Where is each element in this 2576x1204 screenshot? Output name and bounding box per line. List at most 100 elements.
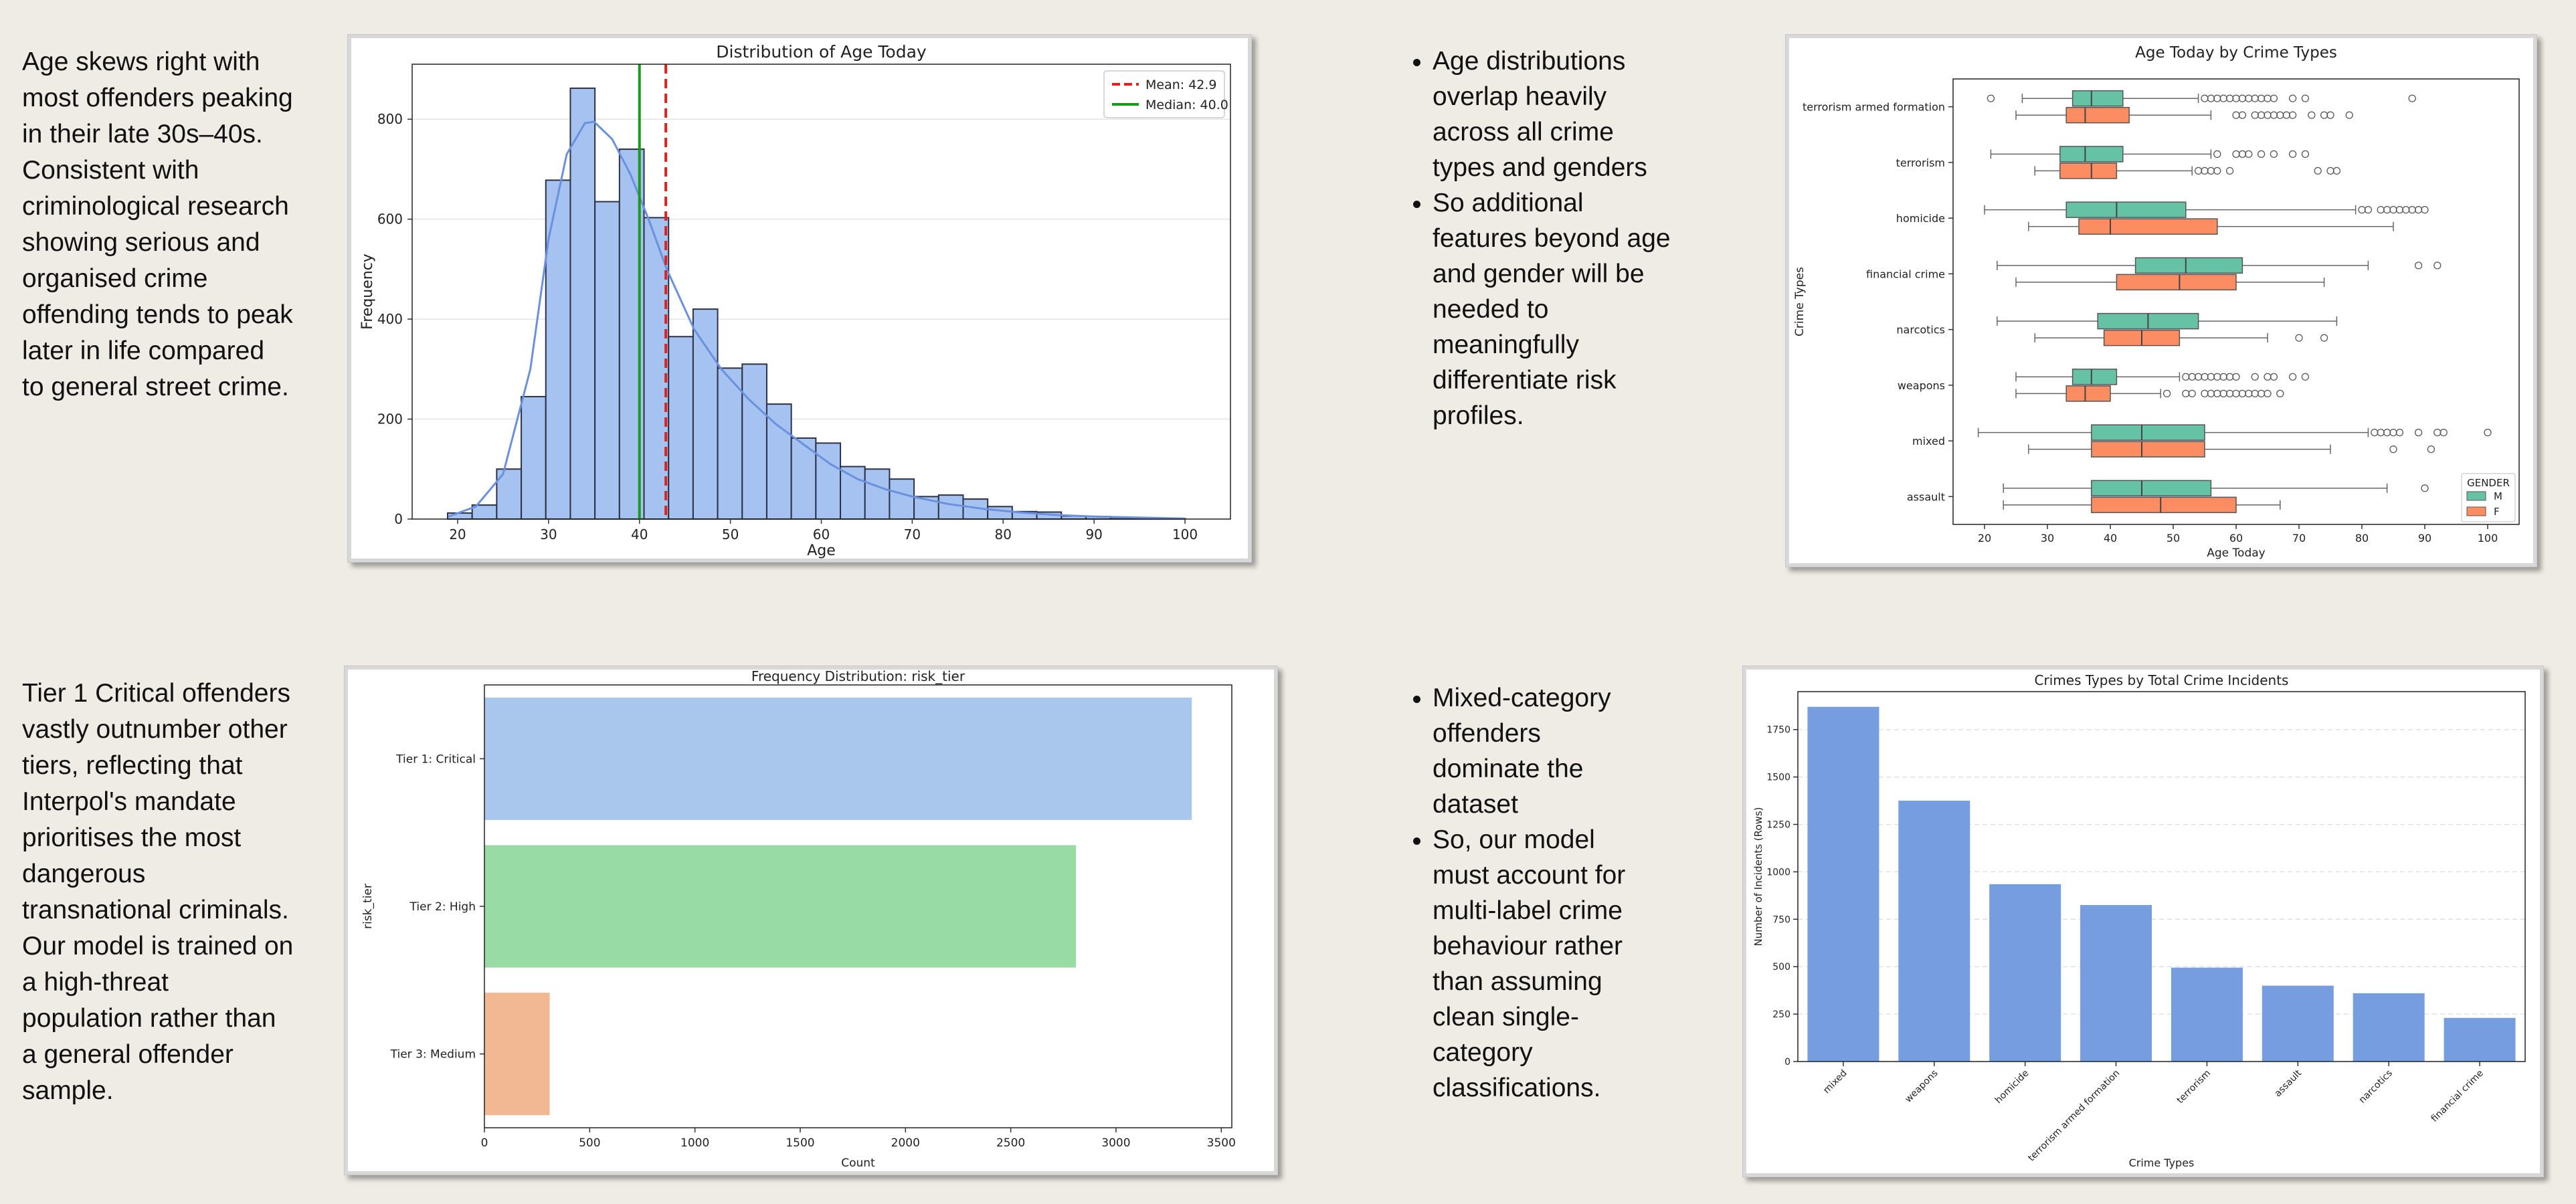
histogram-bar (889, 478, 915, 520)
outlier-point (2225, 389, 2234, 398)
histogram-bar (765, 403, 792, 520)
y-tick-label: terrorism (1896, 157, 1945, 169)
outlier-point (2270, 94, 2278, 102)
y-tick-label: assault (1907, 490, 1945, 503)
box (2091, 441, 2205, 458)
text-line: Consistent with (22, 156, 199, 185)
outlier-point (2213, 167, 2221, 175)
crime-type-insights-bullets: Mixed-category offenders dominate the datas… (1388, 680, 1625, 1106)
y-tick-label: 0 (1784, 1057, 1790, 1068)
outlier-point (2433, 428, 2442, 437)
outlier-point (2194, 167, 2203, 175)
legend-f-label: F (2494, 506, 2500, 518)
x-tick-label: 90 (2418, 532, 2431, 544)
x-tick-label: 0 (481, 1136, 488, 1150)
text-line: Age skews right with (22, 47, 260, 76)
x-tick-label: 2000 (891, 1136, 920, 1150)
outlier-point (2225, 94, 2234, 102)
age-insights-bullets: Age distributions overlap heavily across a… (1388, 43, 1671, 433)
histogram-bar (668, 336, 694, 520)
box (2072, 369, 2118, 385)
box (2134, 257, 2243, 274)
text-line: organised crime (22, 264, 208, 293)
x-tick-label: terrorism (2175, 1068, 2213, 1106)
outlier-point (2245, 389, 2253, 398)
x-tick-label: assault (2272, 1068, 2304, 1099)
x-tick-label: 40 (2104, 532, 2117, 544)
text-line: offending tends to peak (22, 300, 293, 329)
x-tick-label: 1500 (786, 1136, 814, 1150)
outlier-point (2225, 167, 2234, 175)
histogram-bar (840, 466, 866, 520)
outlier-point (2264, 389, 2272, 398)
outlier-point (2232, 373, 2240, 381)
bullet-line: and gender will be (1433, 260, 1645, 288)
bullet-line: differentiate risk (1433, 366, 1617, 395)
outlier-point (2414, 262, 2423, 270)
box (2065, 201, 2187, 218)
x-tick-label: 20 (1978, 532, 1991, 544)
outlier-point (2251, 94, 2259, 102)
outlier-point (2257, 94, 2266, 102)
outlier-point (1987, 94, 1995, 102)
legend-title: GENDER (2467, 477, 2510, 489)
bullet-line: overlap heavily (1433, 82, 1607, 111)
outlier-point (2270, 150, 2278, 159)
y-axis-label: Crime Types (1793, 267, 1807, 336)
outlier-point (2238, 389, 2247, 398)
bullet-line: dataset (1433, 790, 1518, 819)
age-distribution-note: Age skews right with most offenders peaki… (22, 44, 293, 405)
legend-median-label: Median: 40.0 (1145, 98, 1228, 112)
outlier-point (2383, 205, 2391, 214)
y-tick-label: mixed (1912, 435, 1945, 447)
text-line: criminological research (22, 192, 289, 221)
plot-frame (1952, 78, 2520, 525)
x-tick-label: homicide (1993, 1068, 2031, 1106)
y-tick-label: 1500 (1766, 773, 1790, 783)
outlier-point (2232, 150, 2240, 159)
crime-bar (2353, 993, 2425, 1062)
text-line: dangerous (22, 860, 146, 888)
age-histogram-chart: 0 200 400 600 800 20 30 40 50 60 70 80 90 100 Distribu… (359, 42, 1231, 559)
bullet-line: must account for (1433, 861, 1626, 890)
x-tick-label: mixed (1821, 1068, 1849, 1096)
legend-f-swatch (2466, 506, 2486, 516)
outlier-point (2288, 373, 2297, 381)
outlier-point (2364, 205, 2373, 214)
outlier-point (2201, 389, 2209, 398)
tier-bar (484, 845, 1077, 968)
age-histogram-card: 0 200 400 600 800 20 30 40 50 60 70 80 90 100 Distribu… (347, 34, 1252, 563)
box (2065, 385, 2111, 402)
outlier-point (2389, 428, 2397, 437)
x-tick-label: 50 (2167, 532, 2180, 544)
outlier-point (2320, 111, 2328, 119)
tier-bar (484, 993, 550, 1116)
outlier-point (2402, 205, 2410, 214)
bullet-line: across all crime (1433, 118, 1614, 146)
bullet-line: profiles. (1433, 401, 1524, 430)
y-tick-label: financial crime (1866, 268, 1945, 280)
outlier-point (2182, 373, 2190, 381)
outlier-point (2251, 389, 2259, 398)
bullet-line: classifications. (1433, 1074, 1601, 1102)
text-line: Tier 1 Critical offenders (22, 679, 290, 708)
x-tick-label: 2500 (996, 1136, 1025, 1150)
x-tick-label: 30 (540, 526, 557, 542)
box (2091, 424, 2205, 441)
outlier-point (2257, 111, 2266, 119)
outlier-point (2257, 150, 2266, 159)
histogram-bar (521, 395, 547, 520)
histogram-bar (987, 506, 1013, 520)
crime-bar (2444, 1017, 2516, 1062)
x-tick-label: 3500 (1207, 1136, 1236, 1150)
outlier-point (2383, 428, 2391, 437)
outlier-point (2414, 205, 2423, 214)
outlier-point (2219, 373, 2227, 381)
y-tick-label: 400 (377, 311, 403, 327)
outlier-point (2389, 445, 2397, 454)
outlier-point (2389, 205, 2397, 214)
risk-tier-bar-chart: Tier 1: Critical Tier 2: High Tier 3: Medi… (361, 668, 1236, 1170)
bullet-line: needed to (1433, 295, 1549, 324)
x-tick-label: 500 (579, 1136, 600, 1150)
y-tick-label: 0 (394, 511, 403, 527)
